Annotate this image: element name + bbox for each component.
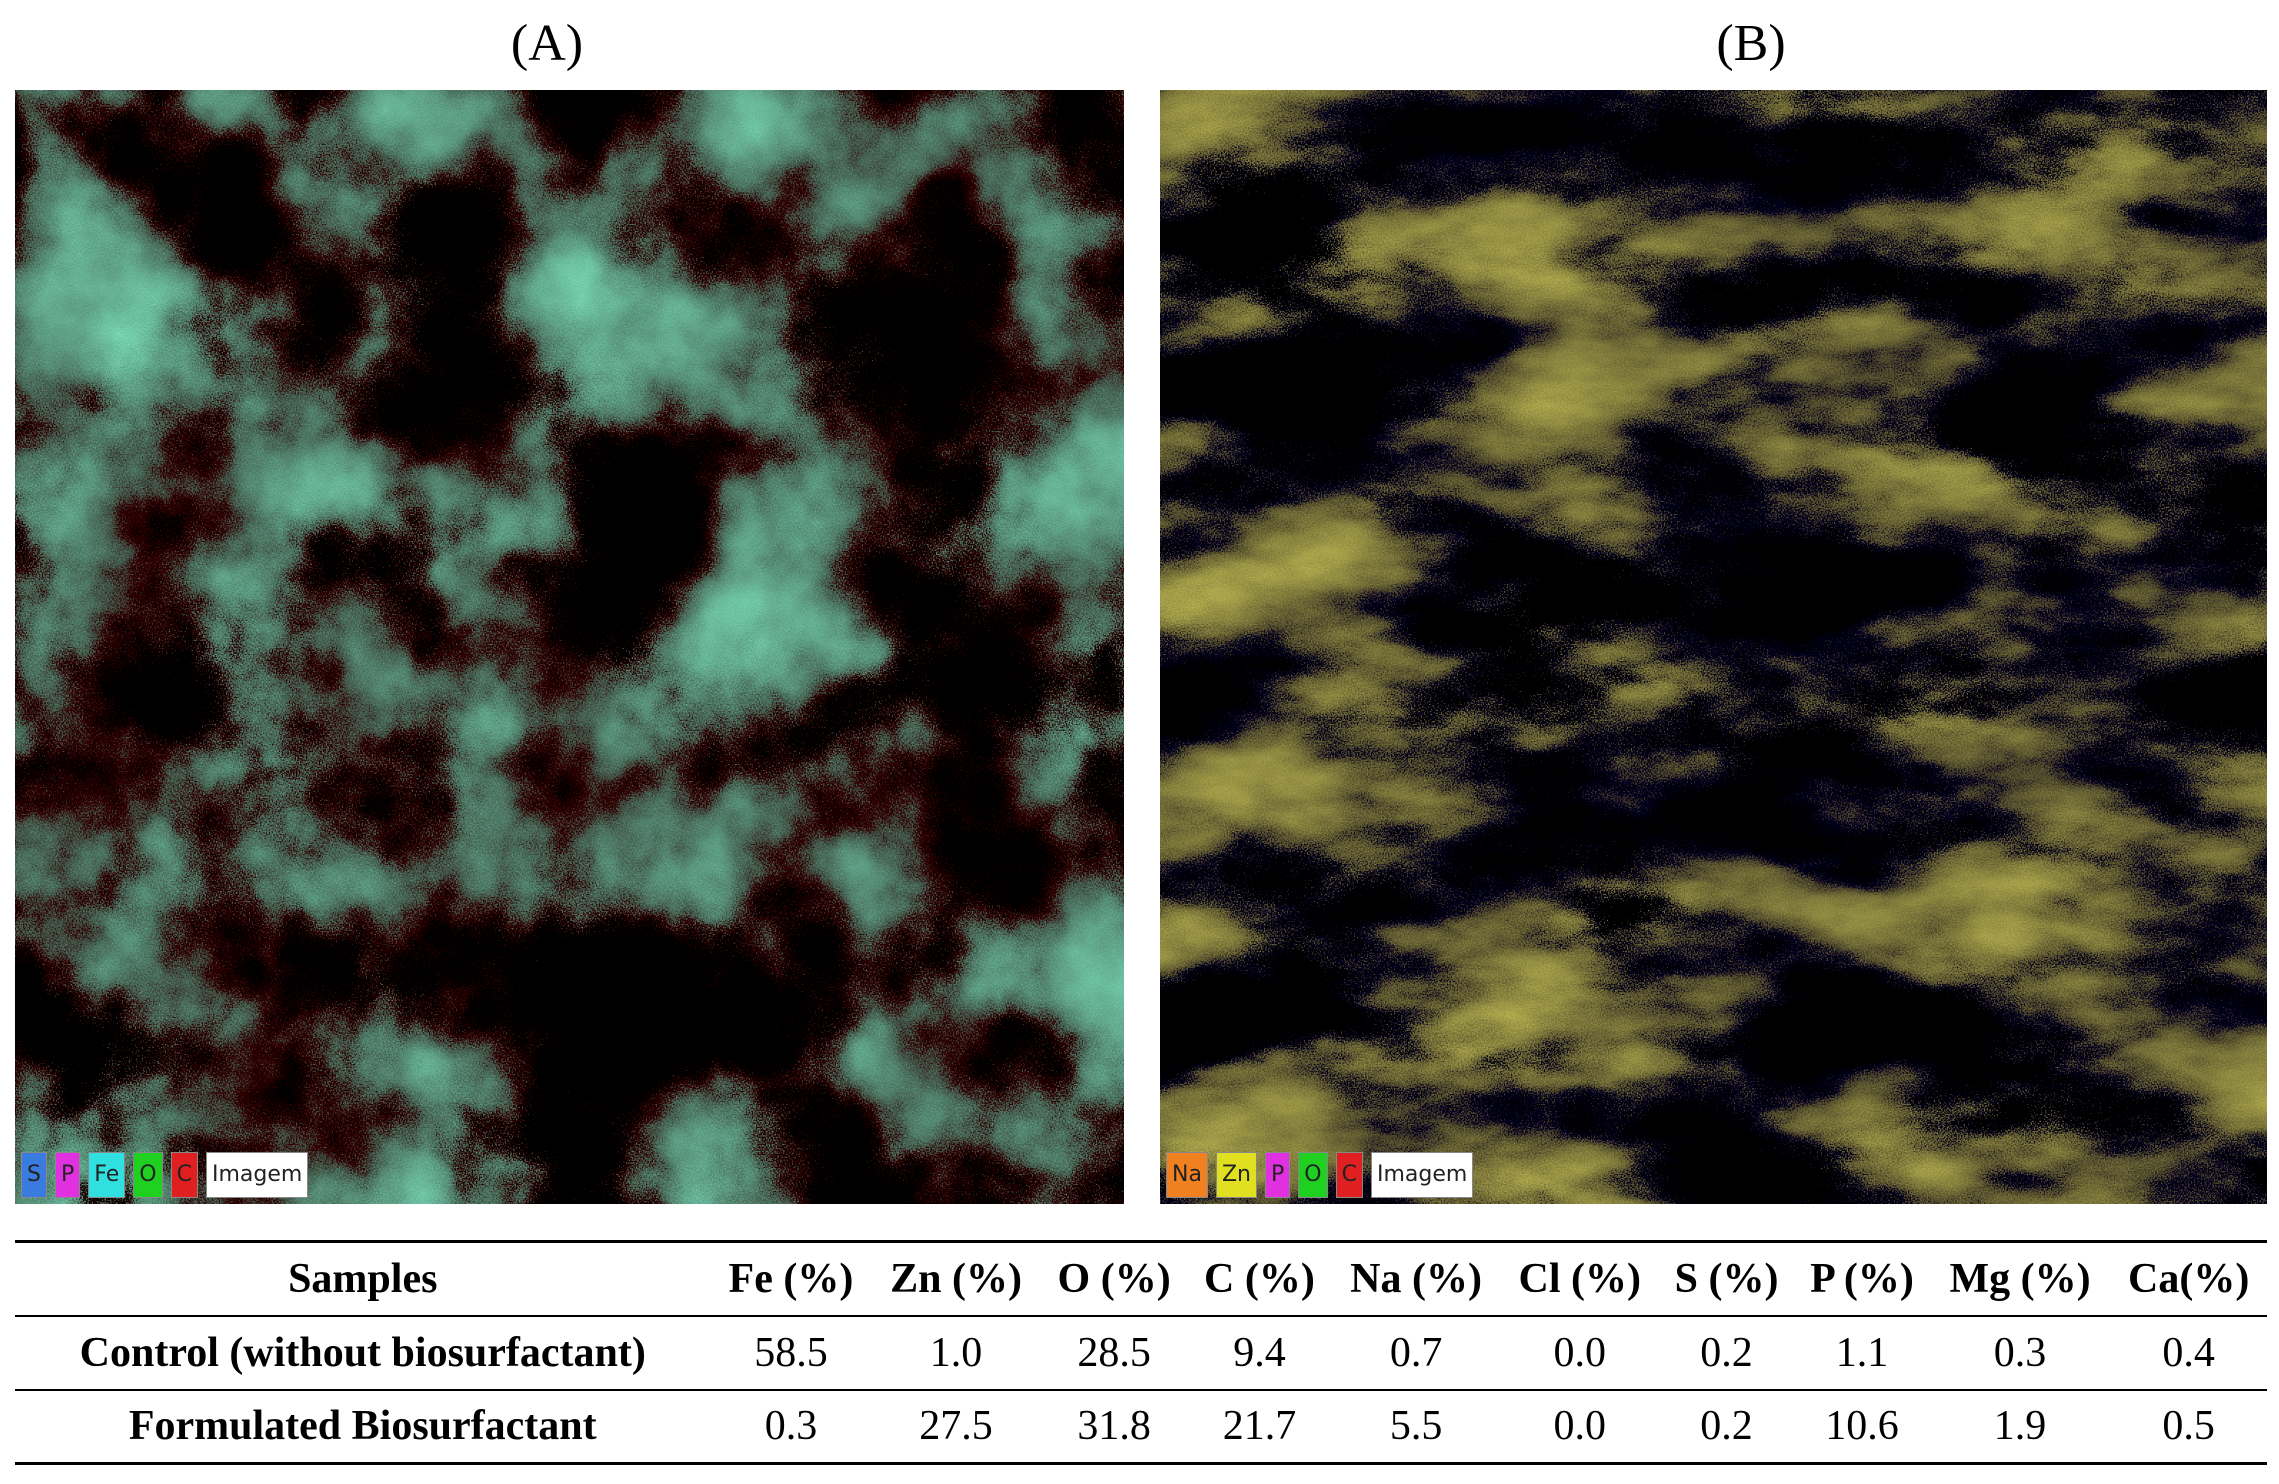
table-row: Formulated Biosurfactant 0.3 27.5 31.8 21.7 5… bbox=[15, 1390, 2267, 1464]
legend-chip: P bbox=[1264, 1152, 1291, 1198]
texture bbox=[1160, 90, 2267, 1204]
table-cell: 58.5 bbox=[754, 1329, 828, 1376]
column-header: C (%) bbox=[1204, 1255, 1315, 1302]
column-header: Mg (%) bbox=[1949, 1255, 2091, 1302]
legend-chip: O bbox=[1298, 1152, 1328, 1198]
table-cell: 5.5 bbox=[1389, 1403, 1443, 1450]
legend-chip: P bbox=[54, 1152, 81, 1198]
table-cell: 0.3 bbox=[1993, 1329, 2047, 1376]
column-header: P (%) bbox=[1810, 1255, 1914, 1302]
column-header: Na (%) bbox=[1350, 1255, 1482, 1302]
table-cell: 0.4 bbox=[2162, 1329, 2215, 1376]
map-image bbox=[1160, 90, 2267, 1204]
column-header: Cl (%) bbox=[1518, 1255, 1642, 1302]
panel-label: (A) bbox=[510, 15, 584, 72]
legend-chip: Imagem bbox=[1370, 1152, 1474, 1198]
legend: Na Zn P O C Imagem bbox=[1166, 1152, 1474, 1198]
legend: S P Fe O C Imagem bbox=[21, 1152, 309, 1198]
table-cell: 10.6 bbox=[1825, 1403, 1899, 1450]
table-cell: 0.0 bbox=[1553, 1329, 1607, 1376]
table-cell: 0.3 bbox=[764, 1403, 818, 1450]
column-header: S (%) bbox=[1674, 1255, 1779, 1302]
map-image bbox=[15, 90, 1124, 1204]
row-header: Control (without biosurfactant) bbox=[79, 1329, 646, 1376]
texture bbox=[15, 90, 1124, 1204]
legend-chip: C bbox=[170, 1152, 198, 1198]
column-header: Ca(%) bbox=[2128, 1255, 2250, 1302]
header-row: Samples Fe (%) Zn (%) O (%) C (%) Na (%) Cl (%… bbox=[15, 1241, 2267, 1316]
panel-label: (B) bbox=[1716, 15, 1786, 72]
column-header: Samples bbox=[288, 1255, 438, 1302]
table-cell: 27.5 bbox=[919, 1403, 993, 1450]
eds-map: Na Zn P O C Imagem bbox=[1160, 90, 2267, 1204]
table-cell: 21.7 bbox=[1222, 1403, 1297, 1450]
legend-chip: Zn bbox=[1215, 1152, 1257, 1198]
table-cell: 0.7 bbox=[1389, 1329, 1443, 1376]
composition-table: Samples Fe (%) Zn (%) O (%) C (%) Na (%) Cl (%… bbox=[15, 1240, 2267, 1465]
legend-chip: C bbox=[1335, 1152, 1363, 1198]
table-cell: 9.4 bbox=[1233, 1329, 1286, 1376]
table-cell: 1.9 bbox=[1993, 1403, 2047, 1450]
legend-chip: Fe bbox=[88, 1152, 126, 1198]
eds-map: S P Fe O C Imagem bbox=[15, 90, 1124, 1204]
column-header: Fe (%) bbox=[728, 1255, 854, 1302]
row-header: Formulated Biosurfactant bbox=[128, 1403, 597, 1450]
table-row: Control (without biosurfactant) 58.5 1.0 28… bbox=[15, 1316, 2267, 1390]
column-header: Zn (%) bbox=[890, 1255, 1022, 1302]
legend-chip: Imagem bbox=[205, 1152, 309, 1198]
column-header: O (%) bbox=[1057, 1255, 1171, 1302]
legend-chip: O bbox=[133, 1152, 163, 1198]
table-cell: 0.2 bbox=[1700, 1403, 1753, 1450]
table-cell: 0.0 bbox=[1553, 1403, 1607, 1450]
table-cell: 1.1 bbox=[1835, 1329, 1889, 1376]
table-cell: 1.0 bbox=[929, 1329, 983, 1376]
table-cell: 28.5 bbox=[1077, 1329, 1151, 1376]
table-cell: 0.5 bbox=[2162, 1403, 2215, 1450]
table-cell: 31.8 bbox=[1077, 1403, 1151, 1450]
legend-chip: Na bbox=[1166, 1152, 1208, 1198]
legend-chip: S bbox=[21, 1152, 47, 1198]
table-cell: 0.2 bbox=[1700, 1329, 1753, 1376]
